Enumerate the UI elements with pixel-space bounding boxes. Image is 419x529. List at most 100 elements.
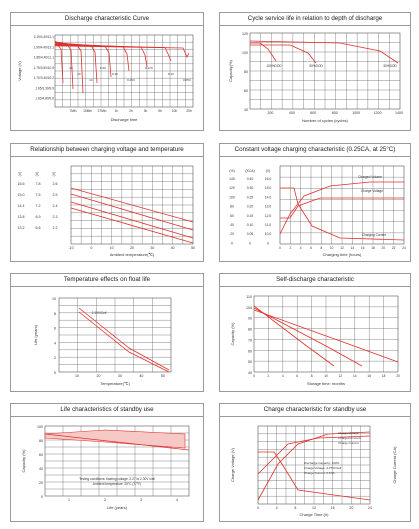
series-line <box>253 307 363 367</box>
tick-label: -10 <box>68 246 73 250</box>
table-cell: 0.25 <box>247 195 254 199</box>
tick-label: 80 <box>39 439 43 443</box>
x-axis-label: Number of cycles (cycles) <box>302 118 348 123</box>
tick-label: 200 <box>267 111 273 115</box>
tick-label: 4 <box>176 498 178 502</box>
x-axis-label: Ambient temperature(℃) <box>110 252 155 257</box>
table-cell: 6.6 <box>36 226 41 230</box>
panel-constant-voltage: Constant voltage charging characteristic… <box>219 143 411 262</box>
table-cell: 7.2 <box>36 204 41 208</box>
column-header: (V) <box>52 172 56 177</box>
note-text: Discharge Capacity: 100% <box>304 461 340 465</box>
table-cell: 13.8 <box>18 215 25 219</box>
table-cell: 0.05 <box>247 232 254 236</box>
tick-label: 40 <box>244 108 248 112</box>
tick-label: 1200 <box>374 111 382 115</box>
tick-label: 100 <box>246 306 252 310</box>
panel-standby-life: Life characteristics of standby use 100 8… <box>10 403 204 522</box>
tick-label: 1.85/4.40/11.1 <box>34 56 54 60</box>
table-cell: 100 <box>229 195 235 199</box>
standby-charge-chart: 0 4 8 12 16 20 24 Charge Time (h) Charge Voltage… <box>230 425 397 517</box>
x-axis-label: Temperature(℃) <box>100 381 130 386</box>
table-cell: 13.2 <box>18 226 25 230</box>
tick-label: 2.19/4.40/13.1 <box>34 35 55 39</box>
tick-label: 2h <box>129 109 133 113</box>
series-line <box>250 44 317 64</box>
column-header: (V) <box>35 172 39 177</box>
table-cell: 7.8 <box>36 182 41 186</box>
note-text: Testing conditions: floating voltage: 2.… <box>79 477 155 481</box>
annotation: 30%DOD <box>383 64 397 68</box>
series-line <box>250 42 277 62</box>
legend-label: Charge Voltage <box>338 431 359 435</box>
table-cell: 80 <box>230 205 234 209</box>
chart-title: Constant voltage charging characteristic… <box>220 144 410 157</box>
table-cell: 15.6 <box>18 182 25 186</box>
tick-label: 60 <box>39 453 43 457</box>
tick-label: 6 <box>54 327 56 331</box>
table-cell: 15.0 <box>265 186 272 190</box>
tick-label: 7Min <box>70 109 77 113</box>
table-cell: 0.10 <box>247 223 254 227</box>
tick-label: 800 <box>332 111 338 115</box>
legend-label: Charged Amount <box>338 436 361 440</box>
y-axis-label: Capacity (%) <box>21 449 26 473</box>
annotation: 2.30V/Cell <box>92 311 107 315</box>
table-cell: 0 <box>267 241 269 245</box>
standby-life-chart: 100 80 60 40 20 0 1 2 3 4 Life (years) Capacity (%)… <box>21 425 190 510</box>
x-axis-label: Life (years) <box>107 505 128 510</box>
tick-label: 10 <box>52 297 56 301</box>
tick-label: 16 <box>331 506 335 510</box>
tick-label: 8 <box>311 374 313 378</box>
discharge-chart: 2.19/4.40/13.1 1.99/4.40/12.1 1.85/4.40/11… <box>17 34 194 122</box>
table-cell: 2.4 <box>53 204 58 208</box>
tick-label: 6 <box>296 374 298 378</box>
y-axis-label: Capacity(%) <box>228 59 233 81</box>
tick-label: 12 <box>340 246 344 250</box>
tick-label: 20 <box>96 374 100 378</box>
tick-label: 100 <box>37 425 43 429</box>
tick-label: 4 <box>282 374 284 378</box>
series-line <box>280 187 405 241</box>
tick-label: 27Min <box>98 109 107 113</box>
table-cell: 2.5 <box>53 193 58 197</box>
series-line <box>70 193 194 231</box>
tick-label: 22 <box>392 246 396 250</box>
tick-label: 12 <box>339 374 343 378</box>
tick-label: 20 <box>396 374 400 378</box>
x-axis-label: Storage time: months <box>307 381 345 386</box>
column-header: (%) <box>229 169 234 173</box>
legend-label: Charging Current <box>362 233 387 237</box>
legend-label: Charge Current <box>338 441 359 445</box>
tick-label: 0 <box>257 506 259 510</box>
annotation: 2C <box>77 72 82 76</box>
tick-label: 20 <box>349 506 353 510</box>
tick-label: 1.60/4.80/9.6 <box>35 97 54 101</box>
x-axis-label: Charge Time (h) <box>300 512 330 517</box>
annotation: 0.6C <box>100 66 107 70</box>
series-line <box>257 431 371 501</box>
table-cell: 6.9 <box>36 215 41 219</box>
tick-label: 2 <box>268 374 270 378</box>
tick-label: 10 <box>324 374 328 378</box>
tick-label: 0 <box>54 371 56 375</box>
table-cell: 2.3 <box>53 215 58 219</box>
tick-label: 40 <box>39 467 43 471</box>
chart-title: Temperature effects on float life <box>11 274 203 287</box>
table-cell: 20 <box>230 232 234 236</box>
table-cell: 0 <box>231 241 233 245</box>
table-cell: 11.0 <box>265 223 271 227</box>
tick-label: 0 <box>279 246 281 250</box>
series-line <box>54 43 112 78</box>
annotation: 0.4C <box>112 72 119 76</box>
tick-label: 10 <box>110 246 114 250</box>
table-cell: 14.4 <box>18 204 25 208</box>
series-line <box>258 451 371 501</box>
tick-label: 14 <box>353 374 357 378</box>
tick-label: 110 <box>246 295 252 299</box>
chart-title: Relationship between charging voltage an… <box>11 144 203 157</box>
series-line <box>253 305 335 367</box>
tick-label: 4 <box>300 246 302 250</box>
panel-self-discharge: Self-discharge characteristic 110 100 90 80… <box>219 273 411 392</box>
